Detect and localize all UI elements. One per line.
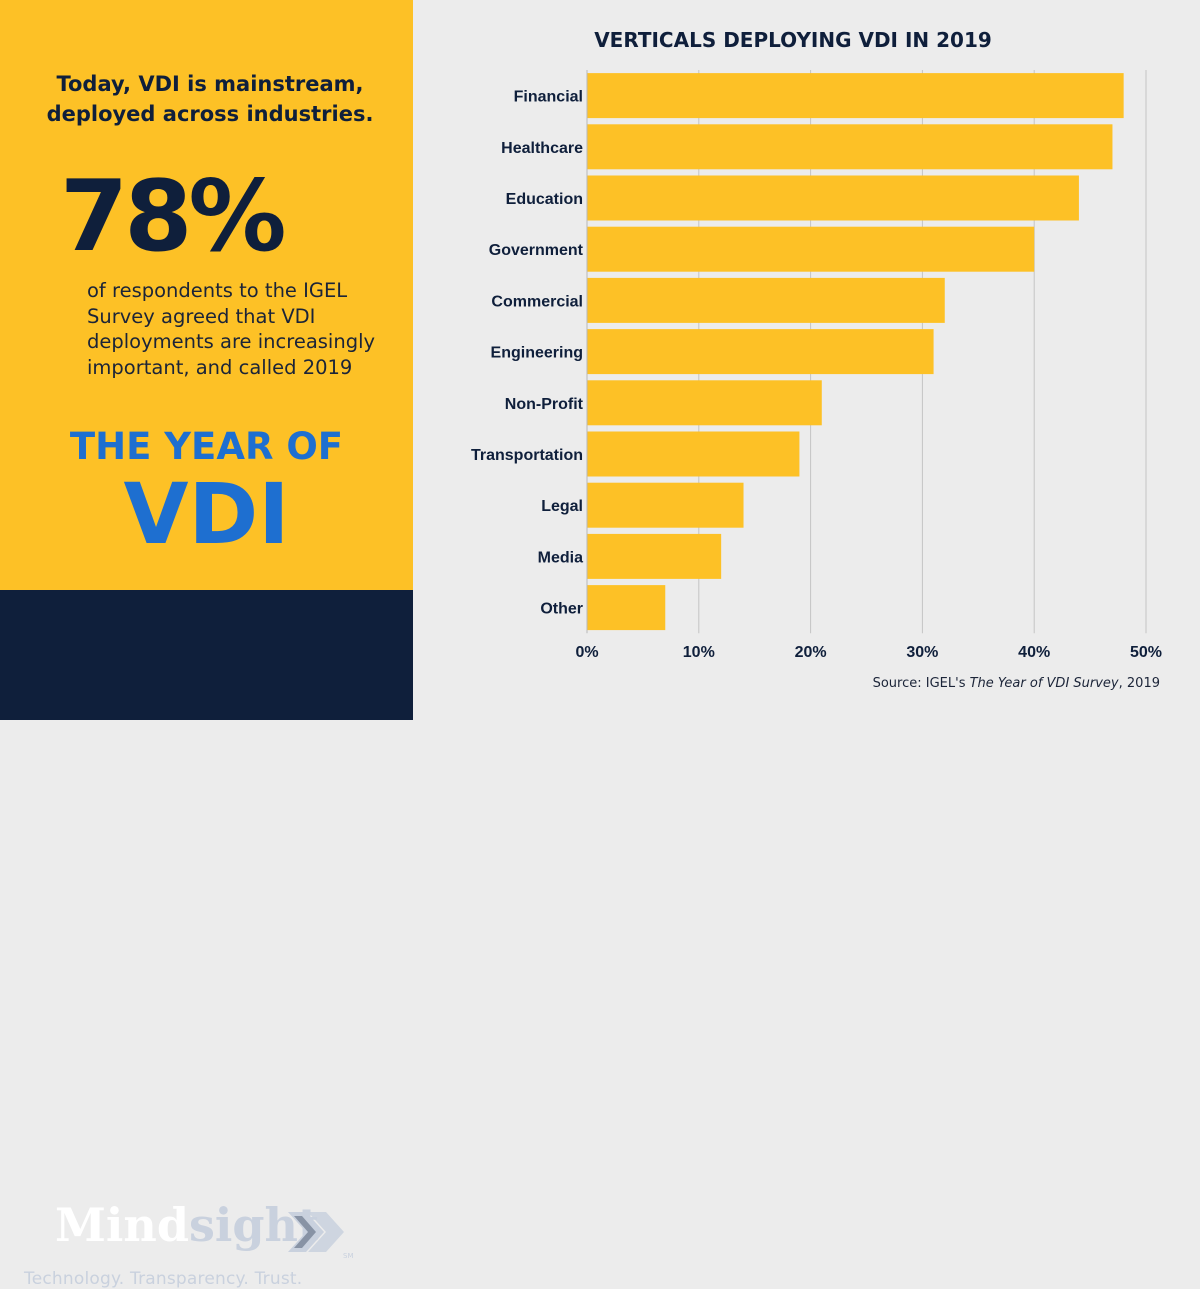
category-label: Commercial bbox=[491, 293, 583, 310]
x-tick-label: 50% bbox=[1130, 644, 1162, 661]
footer-panel: Mindsight SM Technology. Transparency. T… bbox=[0, 590, 413, 1289]
source-prefix: Source: IGEL's bbox=[872, 676, 966, 691]
category-label: Healthcare bbox=[501, 140, 583, 157]
category-label: Other bbox=[540, 601, 583, 618]
x-tick-label: 10% bbox=[683, 644, 715, 661]
bar bbox=[587, 226, 1035, 272]
chevron-arrows-icon bbox=[288, 1212, 344, 1252]
category-label: Transportation bbox=[471, 447, 583, 464]
chart-title: VERTICALS DEPLOYING VDI IN 2019 bbox=[594, 28, 992, 52]
intro-text: Today, VDI is mainstream, deployed acros… bbox=[46, 72, 374, 126]
category-label: Legal bbox=[541, 498, 583, 515]
bar bbox=[587, 431, 800, 477]
logo-part-mind: Mind bbox=[55, 1198, 190, 1252]
category-label: Education bbox=[506, 191, 583, 208]
category-label: Media bbox=[538, 549, 583, 566]
bar bbox=[587, 585, 666, 631]
stat-description: of respondents to the IGEL Survey agreed… bbox=[87, 279, 376, 380]
chart-panel: VERTICALS DEPLOYING VDI IN 2019 0% 10% 20% 3… bbox=[413, 0, 1200, 720]
bar bbox=[587, 175, 1079, 221]
bar bbox=[587, 329, 934, 375]
mindsight-logo: Mindsight bbox=[55, 1202, 319, 1248]
x-tick-label: 0% bbox=[575, 644, 598, 661]
bar bbox=[587, 380, 822, 426]
bar bbox=[587, 482, 744, 528]
left-panel: Today, VDI is mainstream, deployed acros… bbox=[0, 0, 413, 590]
category-label: Non-Profit bbox=[505, 396, 584, 413]
source-note: Source: IGEL's The Year of VDI Survey, 2… bbox=[873, 676, 1160, 691]
bar bbox=[587, 73, 1124, 119]
category-label: Engineering bbox=[491, 345, 583, 362]
source-suffix: , 2019 bbox=[1118, 676, 1160, 691]
x-tick-label: 40% bbox=[1018, 644, 1050, 661]
bar bbox=[587, 277, 945, 323]
category-label: Government bbox=[489, 242, 584, 259]
source-title: The Year of VDI Survey bbox=[969, 676, 1119, 691]
bar bbox=[587, 124, 1113, 170]
bar-chart: VERTICALS DEPLOYING VDI IN 2019 0% 10% 20% 3… bbox=[471, 28, 1162, 661]
vdi-heading: VDI bbox=[123, 465, 290, 563]
service-mark: SM bbox=[343, 1252, 354, 1260]
bar bbox=[587, 533, 722, 579]
tagline: Technology. Transparency. Trust. bbox=[24, 1269, 303, 1289]
year-of-heading: THE YEAR OF bbox=[69, 425, 344, 468]
stat-percentage: 78% bbox=[60, 160, 287, 274]
x-tick-label: 30% bbox=[906, 644, 938, 661]
x-tick-label: 20% bbox=[795, 644, 827, 661]
category-label: Financial bbox=[514, 89, 583, 106]
